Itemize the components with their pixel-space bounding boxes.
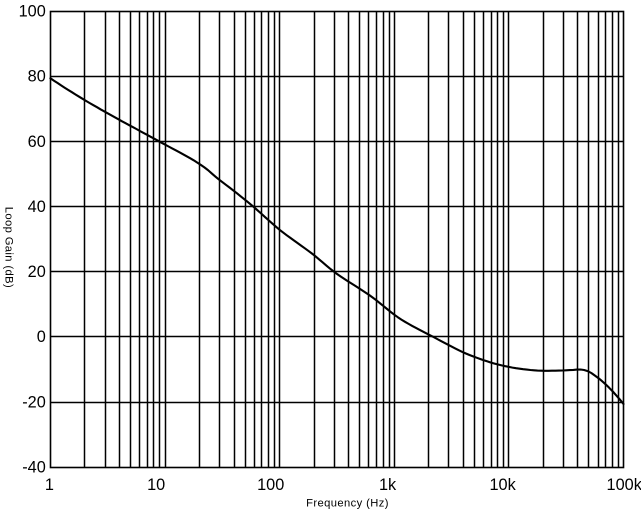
svg-text:60: 60 (28, 133, 46, 151)
svg-text:10: 10 (147, 476, 165, 494)
svg-text:Loop Gain (dB): Loop Gain (dB) (2, 207, 14, 288)
svg-text:100: 100 (257, 476, 284, 494)
svg-text:1: 1 (45, 476, 54, 494)
svg-text:100: 100 (19, 3, 46, 21)
svg-text:Frequency (Hz): Frequency (Hz) (306, 498, 389, 510)
svg-text:-20: -20 (22, 393, 46, 411)
svg-text:10k: 10k (489, 476, 516, 494)
svg-text:0: 0 (37, 328, 46, 346)
svg-text:-40: -40 (22, 459, 46, 477)
svg-text:40: 40 (28, 198, 46, 216)
svg-text:80: 80 (28, 68, 46, 86)
svg-text:100k: 100k (607, 476, 641, 494)
svg-text:20: 20 (28, 263, 46, 281)
svg-text:1k: 1k (379, 476, 397, 494)
